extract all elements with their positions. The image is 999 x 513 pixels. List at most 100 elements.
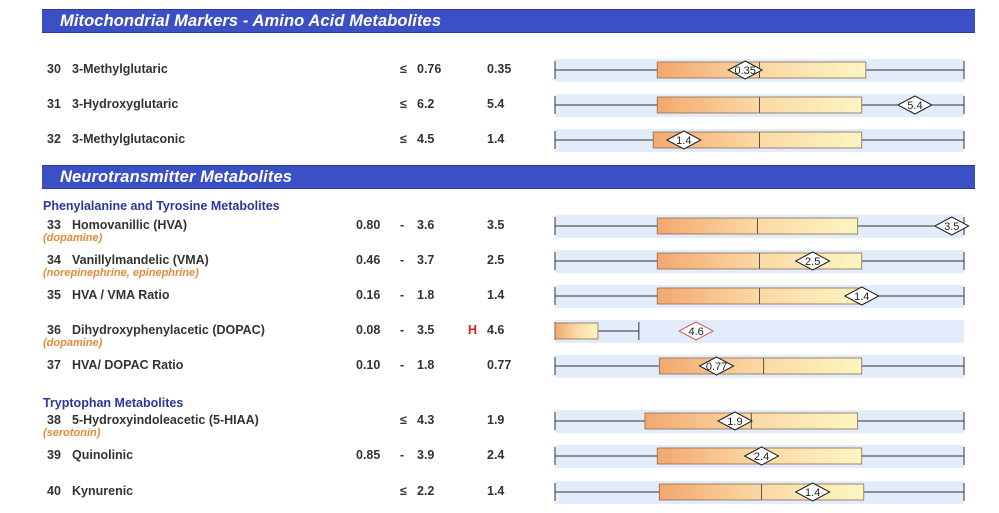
- row-number: 40: [47, 484, 61, 498]
- reference-separator: -: [400, 448, 405, 462]
- high-flag: H: [468, 323, 478, 337]
- reference-separator: ≤: [400, 484, 407, 498]
- analyte-name: Kynurenic: [72, 484, 134, 498]
- result-value: 1.4: [487, 288, 505, 302]
- range-bar: 1.4: [554, 130, 965, 150]
- row-number: 31: [47, 97, 61, 111]
- range-bar: 0.35: [554, 60, 965, 80]
- reference-separator: -: [400, 358, 405, 372]
- result-marker: [716, 411, 754, 431]
- result-marker: [794, 251, 831, 271]
- range-bar: 1.9: [554, 411, 965, 431]
- reference-high: 3.7: [417, 253, 435, 267]
- analyte-source: (norepinephrine, epinephrine): [43, 267, 199, 279]
- reference-high: 1.8: [417, 288, 435, 302]
- reference-separator: -: [400, 253, 405, 267]
- result-marker-label: 5.4: [907, 100, 922, 112]
- subheading-tryptophan: Tryptophan Metabolites: [43, 396, 184, 410]
- range-bar: 1.4: [554, 286, 965, 306]
- section-title: Mitochondrial Markers - Amino Acid Metab…: [60, 12, 442, 30]
- result-value: 1.9: [487, 413, 505, 427]
- result-value: 0.35: [487, 62, 512, 76]
- result-marker: [933, 216, 970, 236]
- row-number: 32: [47, 132, 61, 146]
- result-marker-label: 1.4: [676, 135, 691, 147]
- result-value: 1.4: [487, 484, 505, 498]
- result-marker-label: 1.9: [727, 416, 742, 428]
- subheading-phenylalanine-tyrosine: Phenylalanine and Tyrosine Metabolites: [43, 199, 280, 213]
- result-marker-label: 2.5: [805, 256, 820, 268]
- analyte-name: 3-Methylglutaric: [72, 62, 168, 76]
- result-marker: [743, 446, 780, 466]
- reference-separator: -: [400, 323, 405, 337]
- reference-box: [658, 357, 863, 375]
- result-marker: [896, 95, 933, 115]
- analyte-source: (serotonin): [43, 427, 101, 439]
- reference-separator: ≤: [400, 62, 407, 76]
- result-value: 4.6: [487, 323, 505, 337]
- reference-separator: ≤: [400, 97, 407, 111]
- range-bar: 4.6: [554, 321, 715, 341]
- range-bar: 2.4: [554, 446, 965, 466]
- range-bar: 0.77: [554, 356, 965, 376]
- analyte-name: HVA / VMA Ratio: [72, 288, 170, 302]
- reference-low: 0.46: [356, 253, 381, 267]
- row-number: 30: [47, 62, 61, 76]
- result-marker: [843, 286, 880, 306]
- range-bar: 3.5: [554, 216, 970, 236]
- analyte-name: 5-Hydroxyindoleacetic (5-HIAA): [72, 413, 259, 427]
- result-marker-label: 0.35: [734, 65, 755, 77]
- result-marker: [727, 60, 764, 80]
- section-banner-neurotransmitter: Neurotransmitter Metabolites: [42, 165, 975, 189]
- range-bar: 2.5: [554, 251, 965, 271]
- range-track: [555, 320, 964, 343]
- result-value: 2.4: [487, 448, 505, 462]
- reference-high: 4.5: [417, 132, 435, 146]
- result-marker: [698, 356, 735, 376]
- reference-low: 0.08: [356, 323, 381, 337]
- reference-box: [652, 131, 863, 149]
- range-bar: 1.4: [554, 482, 965, 502]
- result-marker-label: 2.4: [754, 451, 769, 463]
- result-marker-label: 1.4: [854, 291, 869, 303]
- reference-high: 6.2: [417, 97, 435, 111]
- reference-high: 3.9: [417, 448, 435, 462]
- reference-high: 0.76: [417, 62, 442, 76]
- reference-high: 2.2: [417, 484, 435, 498]
- analyte-source: (dopamine): [43, 232, 103, 244]
- row-number: 35: [47, 288, 61, 302]
- row-number: 39: [47, 448, 61, 462]
- analyte-name: Vanillylmandelic (VMA): [72, 253, 209, 267]
- result-value: 3.5: [487, 218, 505, 232]
- reference-high: 3.5: [417, 323, 435, 337]
- range-bar: 5.4: [554, 95, 965, 115]
- result-marker: [665, 130, 702, 150]
- reference-high: 4.3: [417, 413, 435, 427]
- reference-separator: -: [400, 288, 405, 302]
- analyte-name: 3-Hydroxyglutaric: [72, 97, 179, 111]
- reference-separator: ≤: [400, 413, 407, 427]
- section-banner-mitochondrial: Mitochondrial Markers - Amino Acid Metab…: [42, 9, 975, 33]
- result-marker-label: 0.77: [706, 361, 727, 373]
- reference-low: 0.10: [356, 358, 381, 372]
- analyte-name: HVA/ DOPAC Ratio: [72, 358, 184, 372]
- reference-separator: ≤: [400, 132, 407, 146]
- reference-high: 3.6: [417, 218, 435, 232]
- analyte-name: Quinolinic: [72, 448, 134, 462]
- row-number: 38: [47, 413, 61, 427]
- analyte-name: Dihydroxyphenylacetic (DOPAC): [72, 323, 265, 337]
- row-number: 36: [47, 323, 61, 337]
- analyte-name: 3-Methylglutaconic: [72, 132, 186, 146]
- result-value: 1.4: [487, 132, 505, 146]
- section-title: Neurotransmitter Metabolites: [60, 168, 293, 186]
- reference-separator: -: [400, 218, 405, 232]
- row-number: 33: [47, 218, 61, 232]
- analyte-name: Homovanillic (HVA): [72, 218, 188, 232]
- result-marker-label: 1.4: [805, 487, 820, 499]
- row-number: 34: [47, 253, 61, 267]
- result-marker-label: 4.6: [688, 326, 703, 338]
- analyte-source: (dopamine): [43, 337, 103, 349]
- reference-low: 0.80: [356, 218, 381, 232]
- row-number: 37: [47, 358, 61, 372]
- reference-low: 0.16: [356, 288, 381, 302]
